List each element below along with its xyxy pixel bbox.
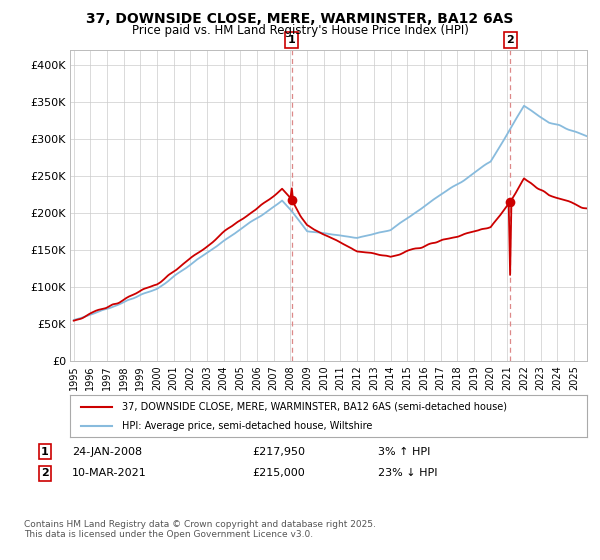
Text: 3% ↑ HPI: 3% ↑ HPI bbox=[378, 447, 430, 457]
Text: 37, DOWNSIDE CLOSE, MERE, WARMINSTER, BA12 6AS: 37, DOWNSIDE CLOSE, MERE, WARMINSTER, BA… bbox=[86, 12, 514, 26]
Text: 2: 2 bbox=[506, 35, 514, 45]
Text: 24-JAN-2008: 24-JAN-2008 bbox=[72, 447, 142, 457]
Text: £217,950: £217,950 bbox=[252, 447, 305, 457]
Text: 23% ↓ HPI: 23% ↓ HPI bbox=[378, 468, 437, 478]
Text: £215,000: £215,000 bbox=[252, 468, 305, 478]
Text: 37, DOWNSIDE CLOSE, MERE, WARMINSTER, BA12 6AS (semi-detached house): 37, DOWNSIDE CLOSE, MERE, WARMINSTER, BA… bbox=[122, 402, 507, 412]
Text: HPI: Average price, semi-detached house, Wiltshire: HPI: Average price, semi-detached house,… bbox=[122, 421, 372, 431]
Text: 1: 1 bbox=[288, 35, 295, 45]
Text: Contains HM Land Registry data © Crown copyright and database right 2025.
This d: Contains HM Land Registry data © Crown c… bbox=[24, 520, 376, 539]
Text: 10-MAR-2021: 10-MAR-2021 bbox=[72, 468, 147, 478]
Text: 1: 1 bbox=[41, 447, 49, 457]
Text: Price paid vs. HM Land Registry's House Price Index (HPI): Price paid vs. HM Land Registry's House … bbox=[131, 24, 469, 37]
Text: 2: 2 bbox=[41, 468, 49, 478]
